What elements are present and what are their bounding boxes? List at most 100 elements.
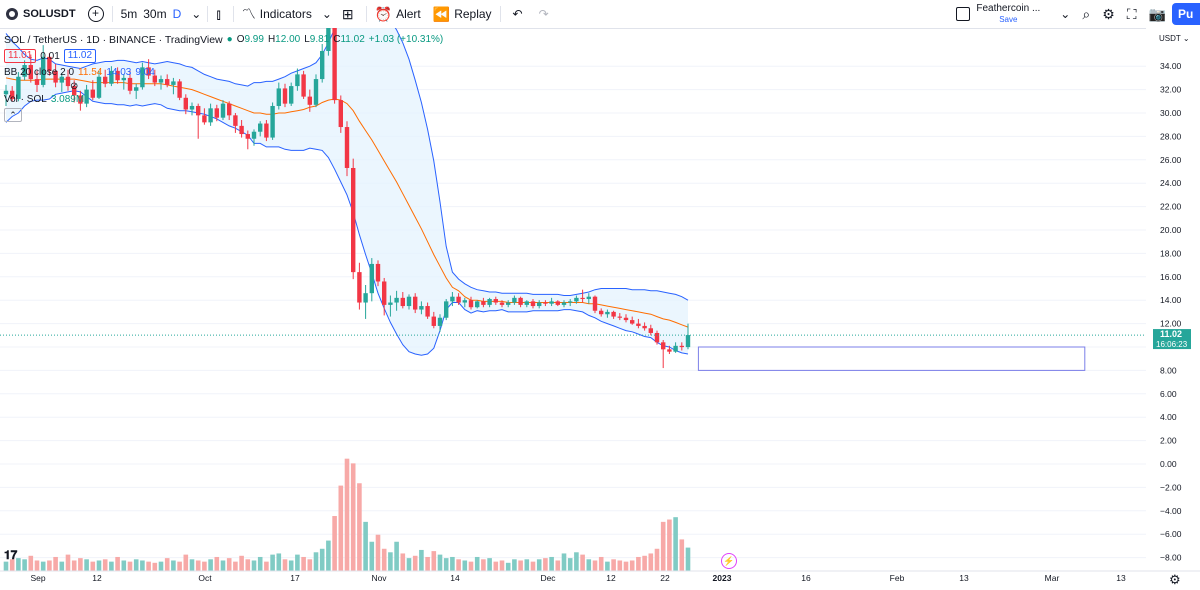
- price-chart[interactable]: USDT ⌄ 34.00 32.00 30.00 28.00 26.00 24.00 22.0…: [0, 28, 1200, 590]
- gear-icon: ⚙: [1102, 5, 1115, 22]
- volume-bar: [679, 539, 685, 571]
- time-tick-label: 14: [450, 573, 460, 583]
- drawings[interactable]: [0, 334, 1146, 371]
- volume-bar: [171, 560, 176, 571]
- indicators-button[interactable]: 〽 Indicators: [236, 0, 318, 28]
- publish-button[interactable]: Pu: [1172, 3, 1200, 25]
- volume-bar: [481, 559, 486, 571]
- volume-bar: [133, 559, 139, 571]
- time-tick-label: 16: [801, 573, 811, 583]
- volume-bar: [549, 556, 554, 571]
- symbol-search[interactable]: SOLUSDT: [0, 0, 82, 28]
- interval-5m[interactable]: 5m: [115, 0, 144, 28]
- open-value: 9.99: [244, 34, 264, 45]
- price-tick-label: −2.00: [1160, 482, 1182, 492]
- layout-square-icon: [956, 7, 971, 21]
- candle-body: [245, 134, 250, 139]
- lightning-icon[interactable]: ⚡: [721, 553, 737, 569]
- volume-bar: [146, 561, 151, 571]
- price-tick-label: 20.00: [1160, 225, 1182, 235]
- axis-settings-icon[interactable]: ⚙: [1169, 572, 1181, 587]
- settings-button[interactable]: ⚙: [1096, 0, 1121, 28]
- volume-bar: [9, 559, 15, 571]
- candle-body: [239, 125, 244, 135]
- legend-title[interactable]: SOL / TetherUS · 1D · BINANCE · TradingV…: [4, 33, 223, 46]
- time-axis[interactable]: Sep 12 Oct 17 Nov 14 Dec 12 22 2023 16 Feb 13 Mar 13: [0, 570, 1200, 583]
- indicators-dropdown[interactable]: ⌄: [318, 0, 336, 28]
- interval-label: D: [172, 7, 182, 21]
- eye-off-icon[interactable]: ⊘: [70, 80, 79, 92]
- candle-body: [413, 296, 418, 310]
- tradingview-logo[interactable]: 𝟏𝟕: [4, 548, 18, 562]
- price-tick-label: 4.00: [1160, 412, 1177, 422]
- alert-button[interactable]: ⏰ Alert: [369, 0, 427, 28]
- interval-d[interactable]: D: [173, 0, 188, 28]
- volume-bar: [270, 554, 275, 571]
- undo-button[interactable]: ↶: [503, 0, 533, 28]
- interval-30m[interactable]: 30m: [143, 0, 172, 28]
- compare-button[interactable]: +: [82, 0, 110, 28]
- volume-bar: [3, 561, 9, 571]
- last-price-label: 11.02: [1160, 329, 1182, 339]
- volume-bar: [307, 559, 313, 571]
- volume-bar: [140, 560, 145, 571]
- sell-price-button[interactable]: 11.01: [4, 49, 37, 63]
- snapshot-button[interactable]: 📷: [1143, 0, 1172, 28]
- candle-body: [22, 65, 27, 77]
- layouts-button[interactable]: ⊞: [336, 0, 364, 28]
- volume-bar: [332, 516, 337, 571]
- volume-bar: [419, 549, 424, 571]
- chart-type-button[interactable]: ⫾: [210, 0, 230, 28]
- bb-label[interactable]: BB 20 close 2 0: [4, 67, 75, 78]
- candle-body: [642, 325, 647, 329]
- legend-main-row: SOL / TetherUS · 1D · BINANCE · TradingV…: [4, 33, 447, 46]
- candle-body: [72, 86, 77, 96]
- candle-body: [481, 301, 486, 305]
- close-value: 11.02: [340, 34, 365, 45]
- drawn-rectangle: [697, 346, 1086, 371]
- volume-bar: [233, 561, 238, 571]
- candle-body: [363, 293, 368, 303]
- search-button[interactable]: ⌕: [1076, 0, 1096, 28]
- time-tick-label: Oct: [198, 573, 212, 583]
- fullscreen-button[interactable]: ⛶: [1121, 0, 1143, 28]
- redo-button[interactable]: ↷: [533, 0, 555, 28]
- legend-collapse-button[interactable]: ⌃: [4, 108, 22, 122]
- time-tick-label: Feb: [890, 573, 905, 583]
- volume-bar: [629, 560, 635, 571]
- volume-bar: [567, 558, 573, 571]
- replay-button[interactable]: ⏪ Replay: [427, 0, 498, 28]
- price-axis[interactable]: USDT ⌄ 34.00 32.00 30.00 28.00 26.00 24.00 22.0…: [1146, 28, 1200, 590]
- candle-body: [357, 272, 362, 303]
- candle-body: [338, 100, 343, 128]
- time-tick-label: Dec: [540, 573, 556, 583]
- candle-body: [611, 311, 616, 317]
- volume-bar: [450, 556, 455, 571]
- chevron-up-icon: ⌃: [9, 110, 17, 120]
- interval-label: 30m: [143, 7, 167, 21]
- open-label: O: [236, 34, 245, 45]
- candle-body: [189, 105, 195, 110]
- volume-bar: [344, 458, 350, 571]
- volume-bar: [524, 559, 530, 571]
- price-tick-label: 32.00: [1160, 85, 1182, 95]
- candle-body: [574, 297, 579, 302]
- candle-body: [103, 76, 108, 84]
- vol-label[interactable]: Vol · SOL: [4, 94, 47, 105]
- time-tick-label: 12: [606, 573, 616, 583]
- candle-body: [648, 328, 653, 333]
- chevron-down-icon: ⌄: [321, 7, 332, 21]
- layout-name: Feathercoin ...: [976, 3, 1041, 14]
- candle-body: [208, 108, 213, 123]
- spread-value: 0.01: [40, 50, 60, 62]
- time-tick-label: 17: [290, 573, 300, 583]
- layout-menu[interactable]: Feathercoin ... Save ⌄: [950, 0, 1076, 28]
- divider: [111, 6, 113, 22]
- chevron-down-icon: ⌄: [1060, 7, 1071, 21]
- candle-body: [456, 296, 461, 303]
- buy-price-button[interactable]: 11.02: [63, 49, 97, 63]
- volume-bar: [78, 558, 83, 571]
- volume-bar: [431, 551, 437, 571]
- volume-bar: [667, 519, 672, 571]
- interval-dropdown[interactable]: ⌄: [187, 0, 205, 28]
